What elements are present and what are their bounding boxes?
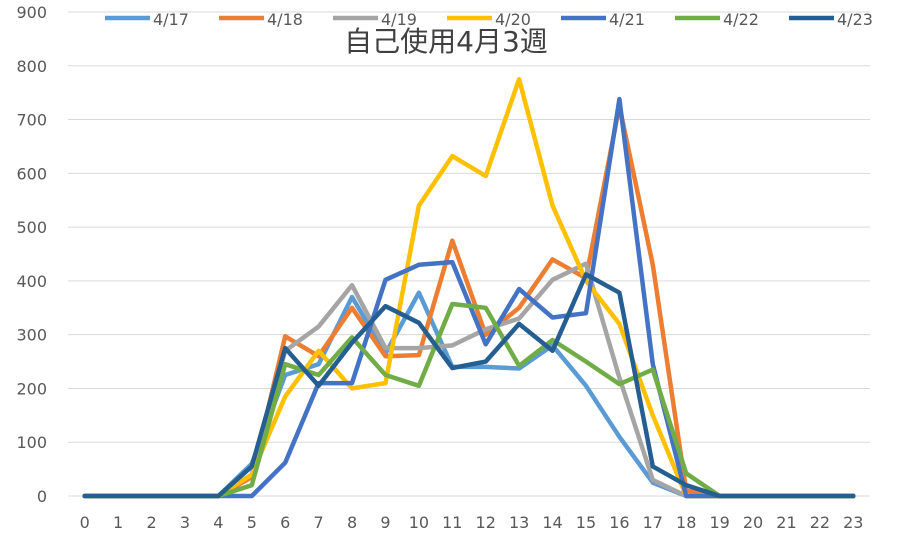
x-tick-label: 21	[776, 513, 796, 532]
y-tick-label: 500	[16, 218, 47, 237]
series-line-4-22	[82, 301, 856, 499]
x-tick-label: 12	[476, 513, 496, 532]
gridlines	[68, 11, 870, 497]
series-line-4-17	[82, 290, 856, 499]
x-tick-label: 13	[509, 513, 529, 532]
x-tick-label: 16	[609, 513, 629, 532]
x-tick-label: 11	[442, 513, 462, 532]
x-axis-ticks: 0 1 2 3 4 5 6 7 8 9 10 11 12 13 14 15 16 17 18 19 20 21 22 23	[80, 513, 864, 532]
x-tick-label: 23	[843, 513, 863, 532]
y-tick-label: 0	[37, 487, 47, 506]
x-tick-label: 5	[247, 513, 257, 532]
x-tick-label: 15	[576, 513, 596, 532]
x-tick-label: 2	[146, 513, 156, 532]
x-tick-label: 6	[280, 513, 290, 532]
legend-label: 4/23	[837, 10, 873, 29]
x-tick-label: 22	[810, 513, 830, 532]
legend-label: 4/20	[495, 10, 531, 29]
y-tick-label: 200	[16, 379, 47, 398]
y-tick-label: 900	[16, 3, 47, 22]
y-tick-label: 800	[16, 57, 47, 76]
x-tick-label: 18	[676, 513, 696, 532]
series-line-4-23	[82, 272, 856, 499]
y-tick-label: 100	[16, 433, 47, 452]
x-tick-label: 4	[213, 513, 223, 532]
x-tick-label: 1	[113, 513, 123, 532]
legend-label: 4/21	[609, 10, 645, 29]
series-line-4-21	[82, 96, 856, 499]
x-tick-label: 19	[709, 513, 729, 532]
series-lines	[82, 76, 856, 499]
legend-label: 4/17	[153, 10, 189, 29]
legend-label: 4/19	[381, 10, 417, 29]
x-tick-label: 9	[380, 513, 390, 532]
x-tick-label: 3	[180, 513, 190, 532]
chart-title: 自己使用4月3週	[344, 25, 548, 58]
x-tick-label: 8	[347, 513, 357, 532]
y-tick-label: 600	[16, 164, 47, 183]
x-tick-label: 10	[409, 513, 429, 532]
y-axis-ticks: 0 100 200 300 400 500 600 700 800 900	[16, 3, 47, 506]
x-tick-label: 7	[314, 513, 324, 532]
y-tick-label: 400	[16, 272, 47, 291]
y-tick-label: 300	[16, 326, 47, 345]
legend-label: 4/22	[723, 10, 759, 29]
y-tick-label: 700	[16, 111, 47, 130]
x-tick-label: 14	[542, 513, 562, 532]
x-tick-label: 17	[643, 513, 663, 532]
x-tick-label: 20	[743, 513, 763, 532]
x-tick-label: 0	[80, 513, 90, 532]
legend: 4/17 4/18 4/19 4/20 4/21 4/22 4/23	[105, 10, 873, 29]
legend-label: 4/18	[267, 10, 303, 29]
